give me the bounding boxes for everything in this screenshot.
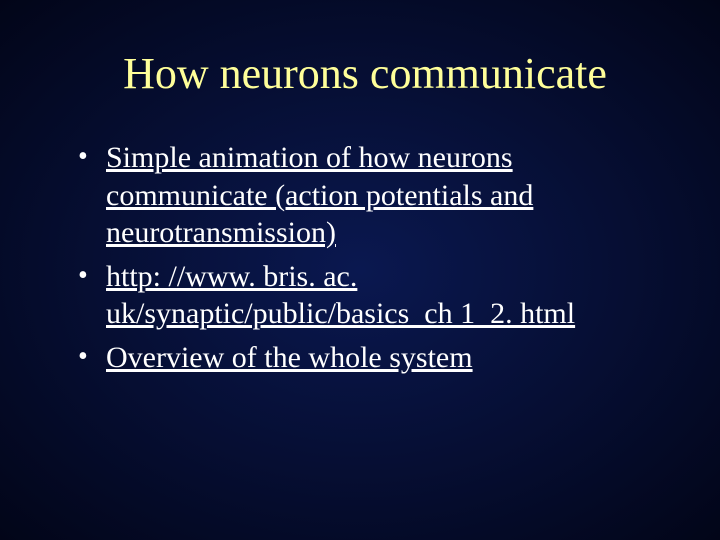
slide-title: How neurons communicate [60, 48, 670, 99]
bullet-link-text[interactable]: Simple animation of how neurons communic… [106, 141, 533, 249]
bullet-link-text[interactable]: http: //www. bris. ac. uk/synaptic/publi… [106, 260, 575, 331]
bullet-item: Overview of the whole system [78, 339, 670, 377]
bullet-link-text[interactable]: Overview of the whole system [106, 341, 473, 374]
bullet-item: Simple animation of how neurons communic… [78, 139, 670, 252]
slide-container: How neurons communicate Simple animation… [0, 0, 720, 540]
bullet-list: Simple animation of how neurons communic… [60, 139, 670, 376]
bullet-item: http: //www. bris. ac. uk/synaptic/publi… [78, 258, 670, 333]
